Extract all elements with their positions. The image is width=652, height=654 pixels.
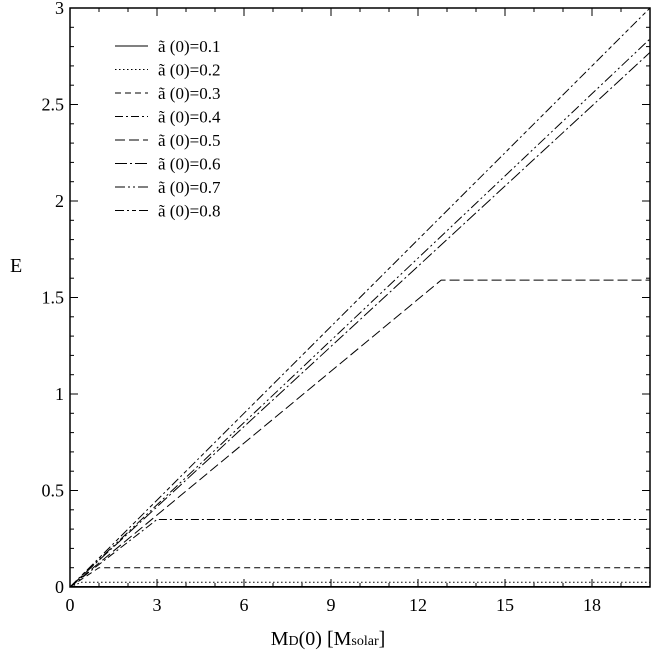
legend: ã (0)=0.1 ã (0)=0.2 ã (0)=0.3 ã (0)=0.4 ã (0… bbox=[115, 37, 221, 221]
series-layer bbox=[69, 7, 651, 588]
series-line-5 bbox=[69, 279, 650, 588]
legend-label-5: ã (0)=0.5 bbox=[158, 131, 220, 150]
y-tick-label: 3 bbox=[55, 0, 64, 18]
y-tick-label: 0.5 bbox=[42, 481, 65, 501]
x-tick-label: 0 bbox=[66, 595, 75, 615]
y-tick-label: 1.5 bbox=[42, 288, 65, 308]
series-line-3 bbox=[69, 567, 650, 588]
legend-label-4: ã (0)=0.4 bbox=[158, 108, 221, 127]
x-tick-label: 6 bbox=[240, 595, 249, 615]
x-axis-label-sub: D bbox=[289, 634, 299, 649]
legend-label-7: ã (0)=0.7 bbox=[158, 178, 221, 197]
y-tick-label: 2.5 bbox=[42, 95, 65, 115]
series-line-6 bbox=[69, 52, 651, 588]
y-tick-label: 0 bbox=[55, 577, 64, 597]
x-tick-label: 18 bbox=[583, 595, 601, 615]
x-axis-label: MD(0) [Msolar] bbox=[271, 628, 386, 650]
legend-label-1: ã (0)=0.1 bbox=[158, 37, 220, 56]
legend-label-8: ã (0)=0.8 bbox=[158, 202, 220, 221]
x-axis-label-end: ] bbox=[379, 628, 386, 650]
x-axis-label-mid: (0) [M bbox=[299, 628, 352, 650]
x-axis-label-main: M bbox=[271, 628, 289, 650]
x-tick-label: 9 bbox=[327, 595, 336, 615]
legend-label-2: ã (0)=0.2 bbox=[158, 61, 220, 80]
series-line-2 bbox=[69, 581, 650, 588]
x-tick-label: 3 bbox=[153, 595, 162, 615]
y-axis-label: E bbox=[10, 255, 22, 277]
series-line-4 bbox=[69, 519, 650, 588]
series-line-8 bbox=[69, 7, 651, 588]
legend-label-6: ã (0)=0.6 bbox=[158, 155, 220, 174]
x-tick-label: 12 bbox=[409, 595, 427, 615]
axes-layer: 0 3 6 9 12 15 18 0 0.5 1 1.5 2 2.5 3 bbox=[42, 0, 651, 615]
legend-label-3: ã (0)=0.3 bbox=[158, 84, 220, 103]
x-tick-label: 15 bbox=[496, 595, 514, 615]
x-axis-label-sub2: solar bbox=[351, 634, 379, 649]
y-tick-label: 2 bbox=[55, 191, 64, 211]
series-line-7 bbox=[69, 38, 651, 588]
y-tick-label: 1 bbox=[55, 384, 64, 404]
